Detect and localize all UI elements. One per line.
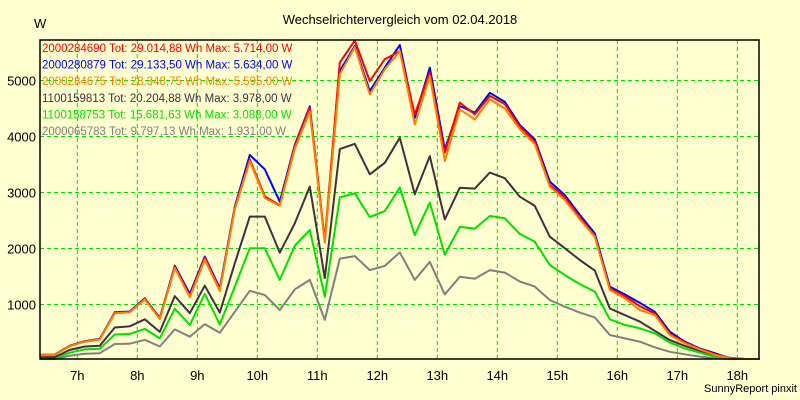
legend: 2000284690 Tot: 29.014,88 Wh Max: 5.714,… — [42, 43, 293, 138]
x-tick-label: 12h — [366, 368, 388, 383]
legend-entry-1100158753: 1100158753 Tot: 15.681,63 Wh Max: 3.088,… — [42, 109, 292, 121]
footer-credit: SunnyReport pinxit — [704, 383, 797, 395]
y-tick-label: 1000 — [7, 298, 36, 313]
legend-entry-2000065783: 2000065783 Tot: 9.797,13 Wh Max: 1.931,0… — [42, 126, 286, 138]
series-line-1100159813 — [39, 136, 760, 360]
series-line-2000065783 — [39, 251, 760, 360]
legend-entry-2000284675: 2000284675 Tot: 28.348,75 Wh Max: 5.595,… — [42, 76, 293, 88]
x-tick-label: 9h — [190, 368, 204, 383]
y-axis-label: W — [34, 16, 47, 31]
legend-entry-1100159813: 1100159813 Tot: 20.204,88 Wh Max: 3.978,… — [42, 93, 292, 105]
x-tick-label: 11h — [307, 368, 328, 383]
tick-labels: 7h 8h 9h 10h 11h 12h 13h 14h 15h 16h 17h 18h 1000 200… — [7, 74, 748, 384]
x-tick-label: 14h — [486, 368, 508, 383]
chart-title: Wechselrichtervergleich vom 02.04.2018 — [283, 12, 518, 27]
grid — [40, 40, 759, 359]
axes — [39, 39, 760, 360]
y-tick-label: 5000 — [7, 74, 36, 89]
x-tick-label: 15h — [546, 368, 568, 383]
series-line-2000284675 — [39, 46, 760, 360]
x-tick-label: 8h — [130, 368, 144, 383]
x-tick-label: 16h — [606, 368, 628, 383]
x-tick-label: 17h — [666, 368, 688, 383]
plot-frame — [39, 39, 760, 360]
x-tick-label: 10h — [246, 368, 268, 383]
legend-entry-2000280879: 2000280879 Tot: 29.133,50 Wh Max: 5.634,… — [42, 60, 293, 72]
x-tick-label: 7h — [70, 368, 84, 383]
x-tick-label: 13h — [426, 368, 448, 383]
x-tick-label: 18h — [726, 368, 748, 383]
y-tick-label: 4000 — [7, 130, 36, 145]
series-line-1100158753 — [39, 186, 760, 360]
legend-entry-2000284690: 2000284690 Tot: 29.014,88 Wh Max: 5.714,… — [42, 43, 293, 55]
y-tick-label: 3000 — [7, 186, 36, 201]
series-line-2000284690 — [39, 39, 760, 360]
series-lines — [39, 39, 760, 360]
y-tick-label: 2000 — [7, 242, 36, 257]
